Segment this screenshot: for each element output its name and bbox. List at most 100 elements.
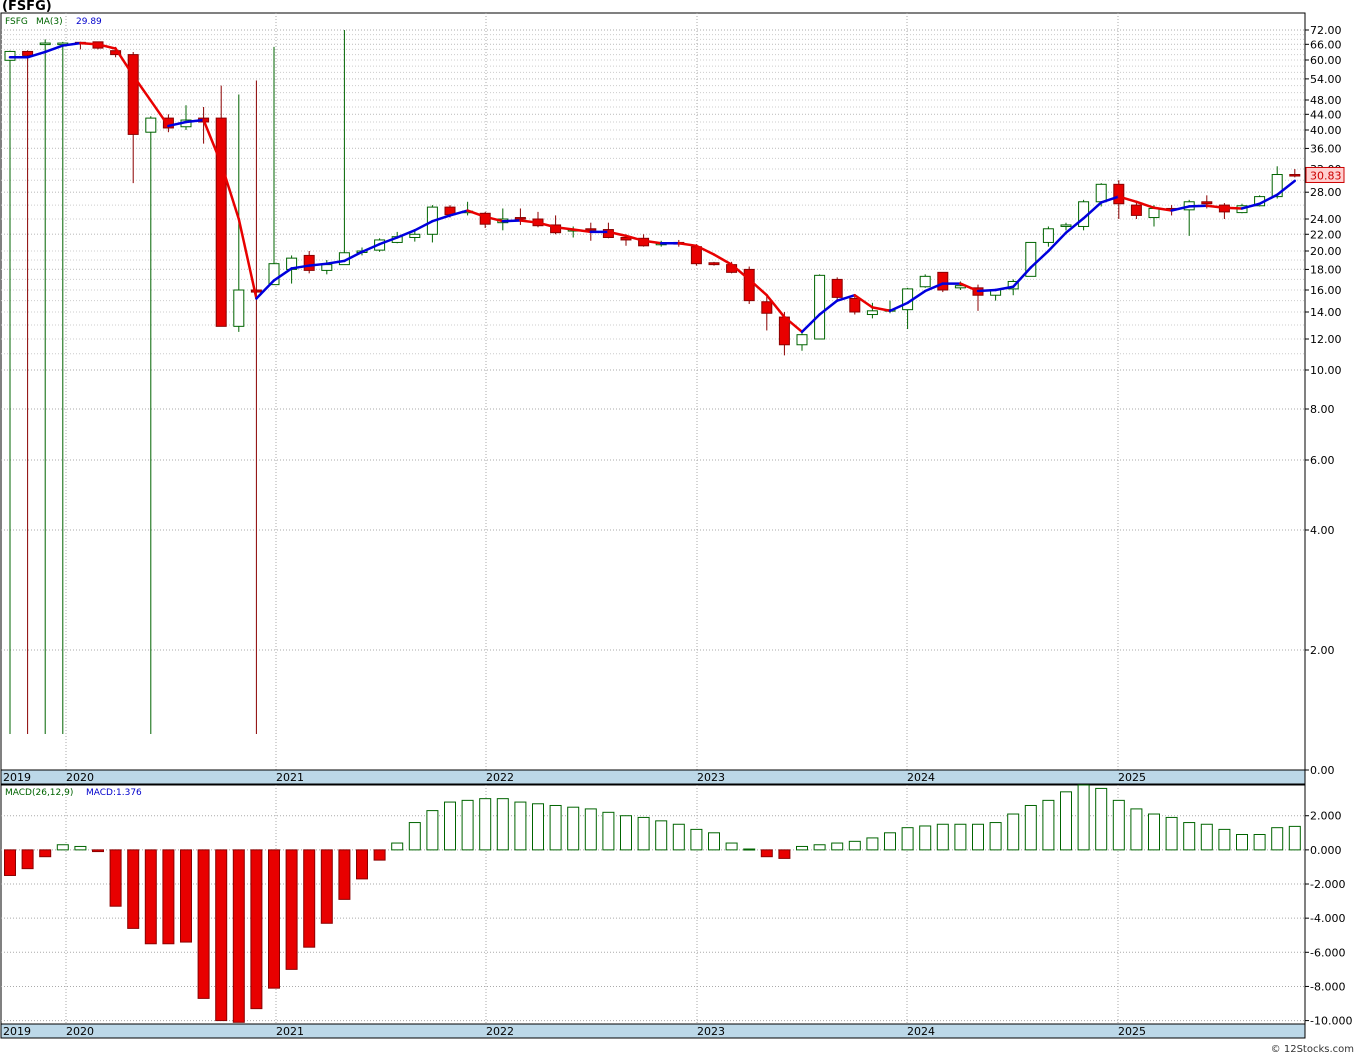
price-panel [0,12,1306,771]
candle-body [4,50,16,61]
candle-body [937,271,949,291]
ma3-segment [976,288,997,293]
page-title: (FSFG) [2,0,52,14]
macd-bar [690,828,703,851]
price-tick-label: 8.00 [1310,403,1335,416]
ma3-segment [1082,201,1103,220]
candle-body [145,117,157,133]
ma3-segment [1117,195,1138,204]
macd-yearbar [0,1023,1306,1039]
candle-body [22,50,34,56]
macd-bar [109,849,122,907]
ma3-segment [1275,179,1297,196]
ma3-segment [783,315,804,334]
credit-text: © 12Stocks.com [1270,1044,1354,1055]
candle-body [761,301,773,314]
price-tick-label: 20.00 [1310,245,1342,258]
ma3-segment [536,221,557,229]
candle-body [321,264,333,271]
macd-bar [919,825,932,851]
price-tick-label: 66.00 [1310,38,1342,51]
candle-body [233,289,245,327]
macd-bar [1077,784,1090,851]
price-tick-label: 16.00 [1310,284,1342,297]
macd-bar [760,849,773,858]
ma3-segment [96,43,117,50]
macd-bar [1253,834,1266,851]
price-tick-label: 36.00 [1310,142,1342,155]
candle-body [1130,204,1142,216]
macd-axis: 2.000 0.000 -2.000 -4.000 -6.000 -8.000 -10.00… [1305,810,1352,1028]
macd-bar [567,806,580,851]
macd-bar [1236,834,1248,851]
ma3-segment [624,234,645,243]
macd-bar [936,823,949,851]
price-tick-label: 48.00 [1310,94,1342,107]
ma3-segment [79,41,100,46]
macd-bar [1130,808,1143,851]
macd-bar [866,837,879,851]
ma3-segment [325,259,346,265]
macd-year-label: 2025 [1118,1025,1146,1038]
ma3-segment [431,214,452,223]
macd-bar [391,842,404,851]
macd-bar [4,849,16,876]
ma3-segment [571,228,593,234]
ma3-segment [835,293,857,302]
ma3-segment [448,209,469,217]
candle-body [1289,174,1301,177]
macd-bar [250,849,263,1010]
macd-bar [461,799,474,851]
candle-body [620,236,632,241]
price-tick-label: 44.00 [1310,108,1342,121]
ma3-segment [26,50,47,59]
ma3-segment [395,229,417,239]
ma3-segment [1205,204,1226,210]
price-year-label: 2019 [3,771,31,784]
macd-legend-label: MACD(26,12,9) [5,788,73,798]
ma3-segment [1047,231,1068,253]
ma3-segment [871,306,892,313]
ma3-line [8,41,1297,334]
candle-body [1271,174,1283,198]
legend-ma-label: MA(3) [36,17,63,27]
candle-body [215,117,227,327]
candle-body [1025,241,1037,277]
ma3-segment [1170,205,1191,212]
macd-bar [725,842,738,851]
macd-tick-label: -4.000 [1310,912,1345,925]
candle-body [1060,224,1072,227]
macd-bar [901,827,914,851]
candle-body [1148,207,1160,219]
ma3-segment [888,301,909,313]
macd-bar [92,849,104,853]
ma3-segment [730,263,751,281]
macd-bar [1042,799,1055,851]
ma3-segment [677,242,698,248]
candle-body [1042,228,1054,243]
ma3-segment [483,215,505,223]
ma3-segment [712,253,733,266]
macd-legend-value: MACD:1.376 [86,788,142,798]
last-price-tag: 30.83 [1305,166,1345,183]
ma3-segment [360,242,381,254]
ma3-segment [413,219,434,232]
candle-body [849,297,861,313]
macd-year-label: 2023 [697,1025,725,1038]
candle-body [303,254,315,271]
price-yearbar [0,769,1306,785]
candle-body [1201,201,1213,205]
macd-year-label: 2020 [66,1025,94,1038]
ma3-segment [272,267,293,282]
candle-body [585,228,597,231]
macd-year-label: 2022 [486,1025,514,1038]
price-tick-label: 54.00 [1310,73,1342,86]
ma3-segment [43,44,65,54]
macd-bar [180,849,192,943]
macd-bar [708,832,720,851]
candle-body [1095,183,1107,203]
ma3-segment [1187,204,1209,208]
price-gridlines [1,13,1305,770]
legend-symbol: FSFG [5,17,28,27]
